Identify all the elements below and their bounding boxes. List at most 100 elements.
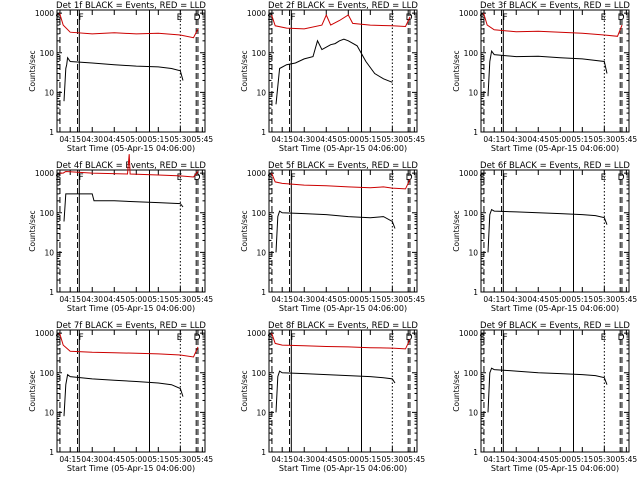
x-tick-label: 04:15: [271, 135, 293, 144]
y-tick-label: 1: [261, 448, 266, 457]
y-tick-label: 100: [464, 369, 479, 378]
x-tick-label: 04:30: [81, 135, 103, 144]
marker-label-E: E: [177, 173, 183, 183]
y-tick-label: 100: [252, 49, 267, 58]
y-tick-label: 100: [40, 209, 55, 218]
plot-frame: [268, 9, 418, 133]
y-tick-label: 1000: [247, 9, 266, 18]
plot-frame: [56, 329, 206, 453]
panel-8: Det 8f BLACK = Events, RED = LLD 1 10 100 10…: [240, 321, 425, 473]
panel-title: Det 8f BLACK = Events, RED = LLD: [268, 321, 418, 331]
series-line-1: [59, 332, 199, 358]
x-tick-label: 05:00: [337, 455, 359, 464]
series-line-1: [483, 12, 623, 37]
y-tick-label: 1000: [35, 169, 54, 178]
marker-label-E: E: [389, 173, 395, 183]
x-tick-label: 05:15: [359, 455, 381, 464]
x-tick-label: 05:30: [594, 295, 616, 304]
x-tick-label: 05:30: [382, 135, 404, 144]
y-axis-title: Counts/sec: [28, 210, 37, 251]
marker-label-S: S: [479, 173, 485, 183]
y-tick-label: 1000: [35, 329, 54, 338]
x-tick-label: 04:30: [505, 295, 527, 304]
x-tick-label: 05:45: [192, 295, 214, 304]
x-tick-label: 04:45: [315, 135, 337, 144]
y-tick-label: 1: [49, 128, 54, 137]
y-axis-title: Counts/sec: [240, 210, 249, 251]
y-tick-label: 1000: [459, 329, 478, 338]
x-tick-label: 04:45: [103, 455, 125, 464]
x-tick-label: 04:30: [505, 135, 527, 144]
marker-label-F: F: [78, 333, 83, 343]
x-tick-label: 05:15: [571, 455, 593, 464]
x-axis-title: Start Time (05-Apr-15 04:06:00): [67, 144, 195, 153]
x-tick-label: 05:00: [549, 455, 571, 464]
x-tick-label: 04:15: [59, 455, 81, 464]
x-tick-label: 05:45: [192, 455, 214, 464]
plot-frame: [56, 9, 206, 133]
y-tick-label: 10: [256, 248, 266, 257]
series-line-1: [487, 208, 608, 253]
marker-label-S: S: [267, 173, 273, 183]
x-tick-label: 04:30: [81, 455, 103, 464]
x-axis-title: Start Time (05-Apr-15 04:06:00): [67, 464, 195, 473]
y-axis-title: Counts/sec: [452, 210, 461, 251]
y-tick-label: 10: [44, 88, 54, 97]
x-tick-label: 05:30: [170, 135, 192, 144]
x-tick-label: 04:45: [315, 295, 337, 304]
marker-label-D: D: [618, 173, 625, 183]
marker-label-F: F: [290, 13, 295, 23]
marker-label-D: D: [194, 333, 201, 343]
y-tick-label: 1: [49, 288, 54, 297]
x-tick-label: 05:00: [337, 295, 359, 304]
y-tick-label: 10: [468, 248, 478, 257]
marker-label-E: E: [601, 173, 607, 183]
marker-label-E: E: [601, 13, 607, 23]
y-tick-label: 100: [464, 209, 479, 218]
marker-label-S: S: [267, 13, 273, 23]
panel-title: Det 6f BLACK = Events, RED = LLD: [480, 161, 630, 171]
x-tick-label: 05:45: [404, 295, 426, 304]
x-tick-label: 05:00: [337, 135, 359, 144]
series-line-2: [63, 373, 184, 417]
series-line-1: [271, 332, 411, 350]
y-tick-label: 10: [44, 248, 54, 257]
x-axis-title: Start Time (05-Apr-15 04:06:00): [491, 144, 619, 153]
x-tick-label: 04:45: [103, 135, 125, 144]
x-tick-label: 05:30: [382, 455, 404, 464]
x-tick-label: 05:30: [170, 455, 192, 464]
marker-label-S: S: [479, 13, 485, 23]
y-tick-label: 10: [468, 408, 478, 417]
panel-title: Det 3f BLACK = Events, RED = LLD: [480, 1, 630, 11]
y-axis-title: Counts/sec: [28, 50, 37, 91]
x-tick-label: 05:45: [404, 135, 426, 144]
x-tick-label: 05:45: [616, 135, 638, 144]
marker-label-F: F: [290, 333, 295, 343]
y-tick-label: 1: [473, 448, 478, 457]
series-line-1: [59, 12, 199, 39]
plot-frame: [268, 169, 418, 293]
panel-title: Det 9f BLACK = Events, RED = LLD: [480, 321, 630, 331]
y-tick-label: 100: [464, 49, 479, 58]
x-axis-title: Start Time (05-Apr-15 04:06:00): [279, 144, 407, 153]
x-tick-label: 05:15: [359, 295, 381, 304]
x-tick-label: 05:00: [125, 135, 147, 144]
y-tick-label: 1: [473, 128, 478, 137]
marker-label-E: E: [177, 13, 183, 23]
series-line-1: [271, 13, 411, 30]
x-tick-label: 05:15: [147, 135, 169, 144]
x-tick-label: 05:45: [404, 455, 426, 464]
marker-label-D: D: [618, 13, 625, 23]
series-line-1: [271, 172, 411, 190]
y-tick-label: 1: [473, 288, 478, 297]
marker-label-D: D: [406, 173, 413, 183]
y-tick-label: 1000: [247, 329, 266, 338]
y-tick-label: 1000: [35, 9, 54, 18]
x-tick-label: 05:00: [125, 295, 147, 304]
panel-7: Det 7f BLACK = Events, RED = LLD 1 10 100 10…: [28, 321, 213, 473]
x-tick-label: 04:30: [293, 455, 315, 464]
x-axis-title: Start Time (05-Apr-15 04:06:00): [67, 304, 195, 313]
marker-label-F: F: [502, 13, 507, 23]
y-tick-label: 100: [40, 49, 55, 58]
y-tick-label: 10: [44, 408, 54, 417]
